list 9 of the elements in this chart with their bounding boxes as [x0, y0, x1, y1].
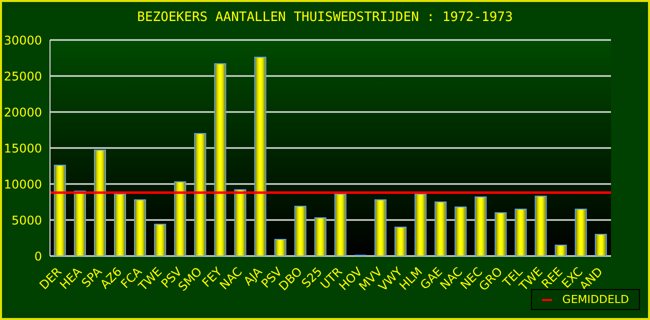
- y-tick-label: 10000: [4, 177, 42, 192]
- y-tick-label: 0: [34, 249, 42, 264]
- y-tick-label: 25000: [4, 69, 42, 84]
- y-tick-label: 15000: [4, 141, 42, 156]
- y-tick-label: 30000: [4, 33, 42, 48]
- legend-label: GEMIDDELD: [562, 293, 629, 306]
- y-tick-label: 20000: [4, 105, 42, 120]
- y-tick-label: 5000: [11, 213, 42, 228]
- chart-title: BEZOEKERS AANTALLEN THUISWEDSTRIJDEN : 1972-1973: [136, 10, 514, 25]
